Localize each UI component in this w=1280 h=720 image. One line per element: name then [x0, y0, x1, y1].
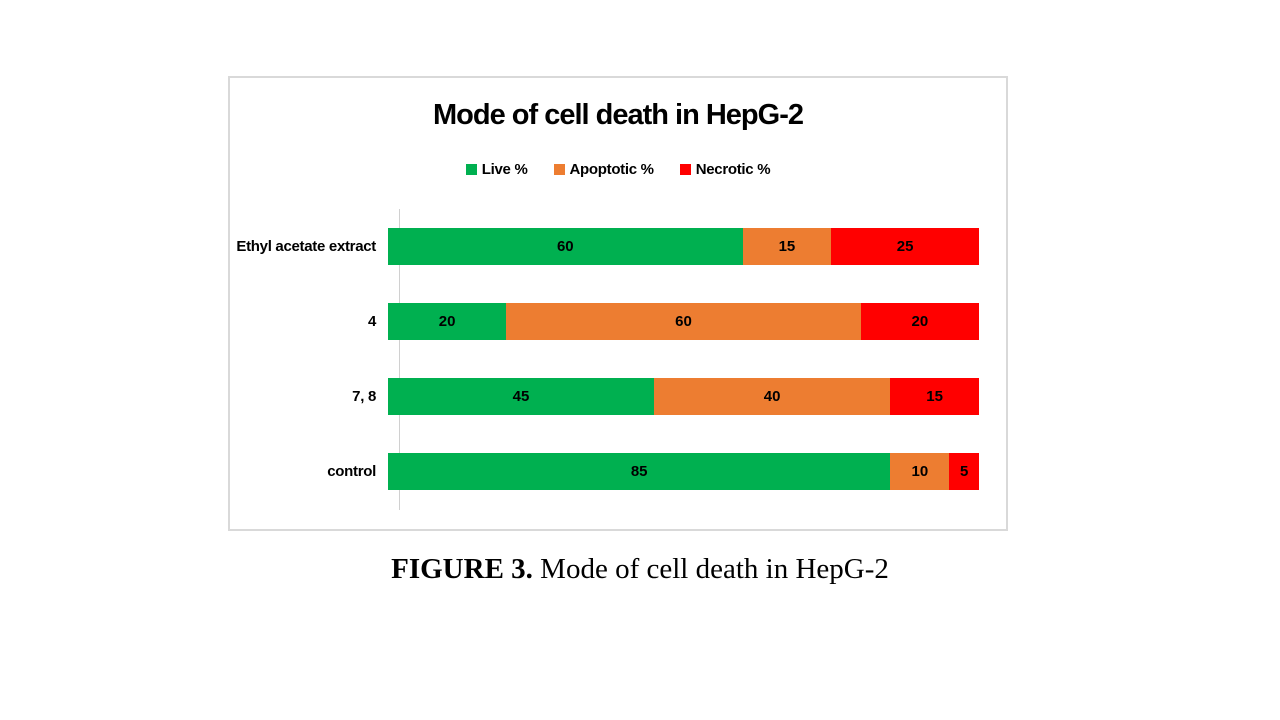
bar-track: 85 10 5 [388, 453, 979, 490]
legend-swatch-icon [679, 164, 691, 175]
legend-item-necrotic: Necrotic % [679, 161, 771, 178]
bar-value-label: 15 [778, 238, 796, 255]
legend-item-apoptotic: Apoptotic % [553, 161, 655, 178]
plot-area: Ethyl acetate extract 60 15 25 4 20 60 20 7, 8 45… [230, 209, 1006, 509]
bar-segment-necrotic: 15 [890, 378, 979, 415]
bar-segment-live: 85 [388, 453, 891, 490]
chart-title: Mode of cell death in HepG-2 [433, 99, 804, 131]
bar-segment-necrotic: 25 [831, 228, 979, 265]
bar-value-label: 10 [911, 463, 929, 480]
chart-panel: Mode of cell death in HepG-2 Live % Apopt… [228, 76, 1008, 531]
figure-caption-number: FIGURE 3. [391, 553, 533, 585]
bar-value-label: 20 [911, 313, 929, 330]
bar-segment-necrotic: 5 [949, 453, 979, 490]
bar-segment-apoptotic: 40 [653, 378, 891, 415]
bar-track: 60 15 25 [388, 228, 979, 265]
category-label: Ethyl acetate extract [236, 238, 376, 255]
chart-row: Ethyl acetate extract 60 15 25 [230, 209, 1006, 284]
bar-value-label: 85 [630, 463, 648, 480]
bar-value-label: 20 [438, 313, 456, 330]
chart-row: control 85 10 5 [230, 434, 1006, 509]
category-label: control [327, 463, 376, 480]
bar-segment-live: 60 [388, 228, 743, 265]
chart-legend: Live % Apoptotic % Necrotic % [230, 161, 1006, 178]
category-label: 4 [367, 313, 376, 330]
bar-segment-live: 45 [388, 378, 654, 415]
bar-segment-apoptotic: 60 [506, 303, 861, 340]
legend-item-live: Live % [465, 161, 528, 178]
bar-segment-live: 20 [388, 303, 507, 340]
figure-caption: FIGURE 3. Mode of cell death in HepG-2 [0, 553, 1280, 586]
y-axis-line [399, 209, 400, 510]
bar-value-label: 15 [926, 388, 943, 405]
bar-track: 45 40 15 [388, 378, 979, 415]
figure-caption-text: Mode of cell death in HepG-2 [532, 553, 889, 585]
bar-segment-apoptotic: 10 [890, 453, 950, 490]
chart-row: 7, 8 45 40 15 [230, 359, 1006, 434]
bar-segment-necrotic: 20 [860, 303, 979, 340]
legend-swatch-icon [465, 164, 477, 175]
bar-value-label: 45 [512, 388, 530, 405]
chart-row: 4 20 60 20 [230, 284, 1006, 359]
bar-track: 20 60 20 [388, 303, 979, 340]
bar-value-label: 5 [960, 463, 969, 480]
bar-value-label: 25 [896, 238, 914, 255]
bar-value-label: 60 [556, 238, 574, 255]
bar-value-label: 60 [675, 313, 692, 330]
category-label: 7, 8 [352, 388, 376, 405]
legend-label: Apoptotic % [569, 161, 655, 178]
legend-label: Live % [481, 161, 528, 178]
legend-label: Necrotic % [695, 161, 771, 178]
legend-swatch-icon [553, 164, 565, 175]
bar-value-label: 40 [763, 388, 781, 405]
bar-segment-apoptotic: 15 [742, 228, 832, 265]
